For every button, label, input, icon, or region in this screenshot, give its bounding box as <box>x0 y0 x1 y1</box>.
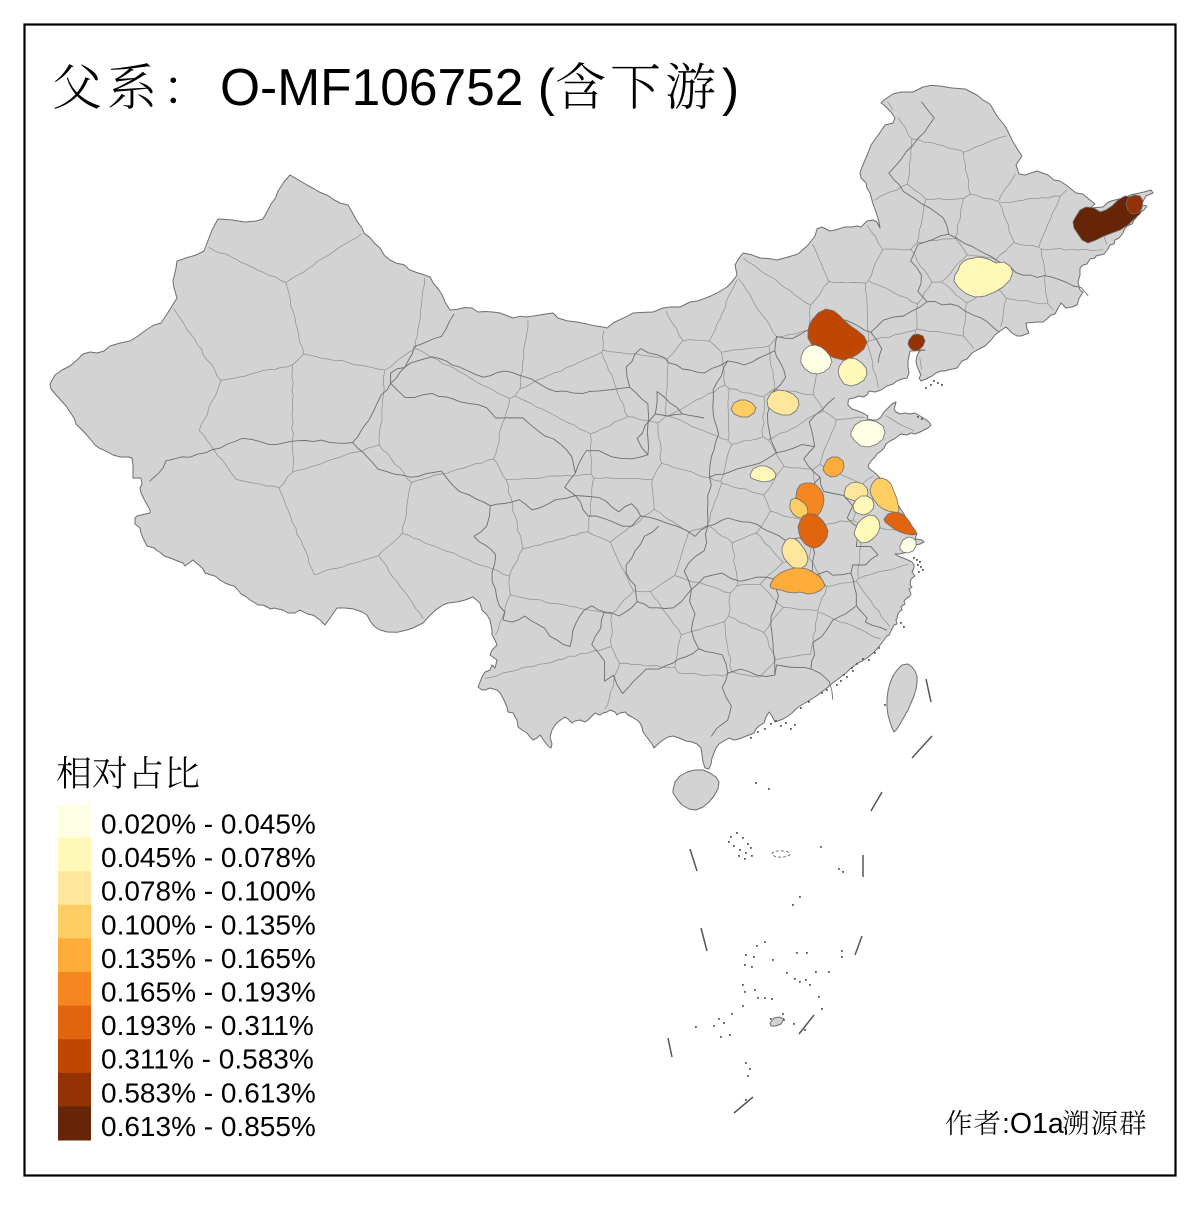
svg-text:0.193% - 0.311%: 0.193% - 0.311% <box>101 1010 314 1041</box>
svg-text:): ) <box>722 58 739 116</box>
svg-text:O-MF106752 (: O-MF106752 ( <box>220 58 555 116</box>
svg-text:0.311% - 0.583%: 0.311% - 0.583% <box>101 1044 314 1075</box>
svg-text:0.078% - 0.100%: 0.078% - 0.100% <box>101 876 316 907</box>
svg-text::O1a: :O1a <box>1002 1108 1064 1140</box>
svg-text:0.583% - 0.613%: 0.583% - 0.613% <box>101 1077 316 1108</box>
svg-text:0.045% - 0.078%: 0.045% - 0.078% <box>101 842 316 873</box>
svg-text:0.613% - 0.855%: 0.613% - 0.855% <box>101 1111 316 1142</box>
svg-text:0.165% - 0.193%: 0.165% - 0.193% <box>101 977 316 1008</box>
svg-text:0.020% - 0.045%: 0.020% - 0.045% <box>101 809 316 840</box>
svg-text:0.100% - 0.135%: 0.100% - 0.135% <box>101 909 316 940</box>
svg-text:0.135% - 0.165%: 0.135% - 0.165% <box>101 943 316 974</box>
